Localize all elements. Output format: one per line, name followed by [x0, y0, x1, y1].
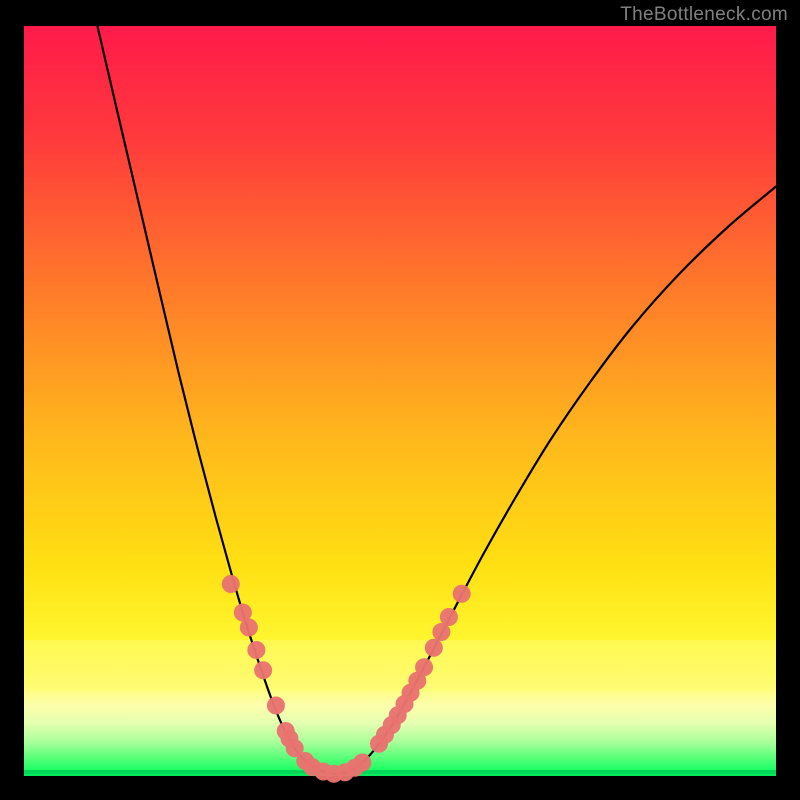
marker-dot — [267, 697, 285, 715]
marker-dot — [240, 619, 258, 637]
marker-dot — [247, 641, 265, 659]
marker-dot — [440, 608, 458, 626]
marker-dot — [453, 585, 471, 603]
curve-layer — [24, 26, 776, 776]
marker-dot — [254, 661, 272, 679]
plot-area — [24, 26, 776, 776]
right-curve — [335, 187, 776, 775]
marker-dot — [353, 754, 371, 772]
left-curve — [94, 11, 335, 774]
watermark-text: TheBottleneck.com — [620, 4, 788, 26]
data-markers — [222, 575, 471, 783]
marker-dot — [425, 639, 443, 657]
marker-dot — [222, 575, 240, 593]
marker-dot — [415, 658, 433, 676]
chart-container: TheBottleneck.com — [0, 0, 800, 800]
